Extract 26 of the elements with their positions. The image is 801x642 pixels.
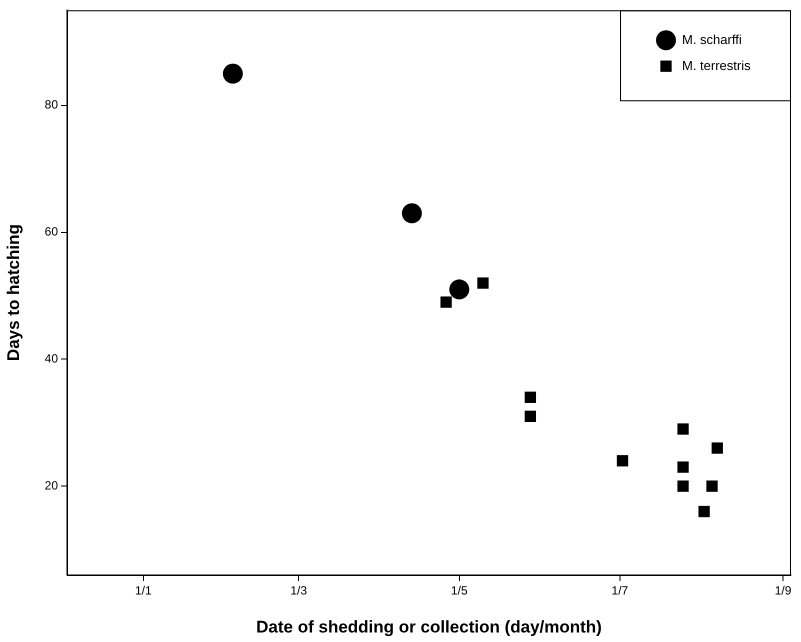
point [402,203,422,224]
x-tick-label: 1/1 [135,584,152,598]
point [440,296,452,308]
point [677,461,689,473]
point [712,442,723,454]
x-tick-label: 1/5 [450,584,468,598]
point [677,423,689,435]
point [706,480,718,492]
legend-label: M. terrestris [682,58,752,73]
y-tick-label: 40 [44,352,58,366]
point [524,410,536,422]
y-tick-label: 80 [44,98,58,112]
x-tick-label: 1/7 [612,584,629,598]
point [698,506,710,518]
y-tick-label: 60 [44,224,58,239]
x-tick-label: 1/9 [774,584,792,598]
x-tick-label: 1/3 [290,584,308,598]
point [616,455,628,466]
point [677,480,689,492]
point [449,279,470,300]
y-axis-title: Days to hatching [4,224,23,362]
legend-label: M. scharffi [682,32,742,47]
point [477,277,489,289]
x-axis-title: Date of shedding or collection (day/month) [256,617,602,636]
y-tick-label: 20 [44,478,58,492]
point [524,392,536,403]
